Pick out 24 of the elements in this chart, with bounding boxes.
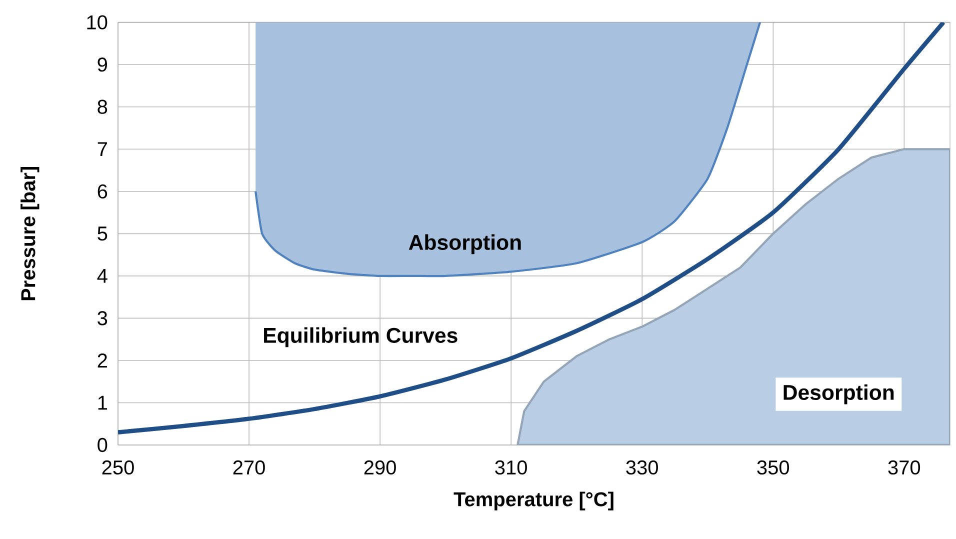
series-label: Equilibrium Curves	[264, 327, 458, 348]
line-series	[118, 22, 946, 434]
x-tick-label: 290	[364, 460, 396, 475]
y-tick-label: 6	[98, 184, 108, 198]
y-tick-label: 8	[98, 100, 108, 114]
y-tick-label: 7	[98, 142, 107, 156]
y-tick-label: 10	[87, 15, 108, 30]
x-tick-label: 250	[102, 460, 134, 475]
y-tick-label: 3	[98, 311, 108, 326]
y-tick-label: 9	[98, 58, 107, 72]
x-tick-label: 350	[757, 460, 790, 475]
x-tick-label: 310	[495, 460, 527, 475]
series-label: Absorption	[408, 234, 521, 254]
y-tick-label: 1	[98, 396, 107, 410]
y-tick-label: 5	[98, 226, 108, 241]
x-tick-label: 370	[888, 460, 920, 475]
x-tick-label: 270	[233, 460, 265, 475]
x-tick-label: 330	[626, 460, 658, 475]
series-label: Desorption	[784, 384, 894, 404]
y-tick-label: 0	[98, 438, 108, 452]
y-tick-label: 4	[97, 269, 108, 283]
y-tick-label: 2	[98, 353, 107, 368]
x-axis-title: Temperature [°C]	[454, 492, 614, 510]
y-axis-title: Pressure [bar]	[20, 167, 40, 300]
